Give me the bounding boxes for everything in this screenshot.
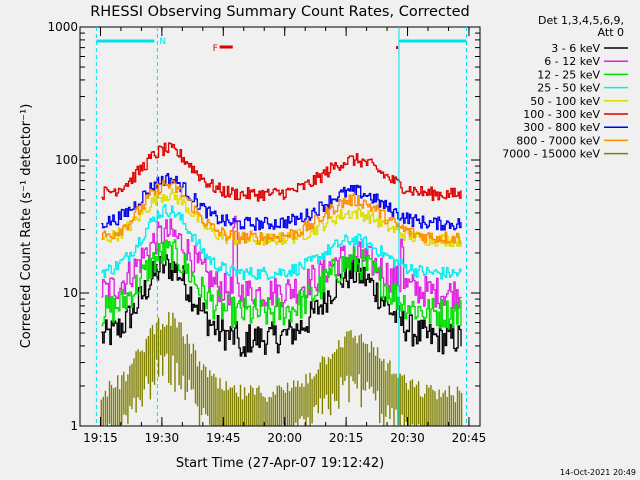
series-line <box>101 204 462 281</box>
x-tick-label: 20:30 <box>390 431 425 445</box>
series-line <box>101 188 462 248</box>
series-7000to15000keV-kev <box>100 312 463 426</box>
y-tick-label: 1 <box>70 419 78 433</box>
night-marker: N <box>159 37 166 47</box>
legend-label: 300 - 800 keV <box>523 121 600 134</box>
x-axis-label: Start Time (27-Apr-07 19:12:42) <box>176 456 384 471</box>
series-line <box>101 215 462 310</box>
legend-label: 50 - 100 keV <box>530 95 600 108</box>
series-line <box>101 239 462 330</box>
series-bars <box>100 312 463 426</box>
series-12to25keV-kev <box>101 239 462 330</box>
legend-label: 7000 - 15000 keV <box>502 148 600 161</box>
y-tick-label: 1000 <box>47 20 78 34</box>
y-tick-label: 100 <box>55 153 78 167</box>
plot-area <box>100 142 463 426</box>
x-tick-label: 19:45 <box>206 431 241 445</box>
y-axis-label: Corrected Count Rate (s⁻¹ detector⁻¹) <box>19 104 34 349</box>
x-tick-label: 20:00 <box>267 431 302 445</box>
series-6to12keV-kev <box>101 215 462 310</box>
y-tick-label: 10 <box>63 286 78 300</box>
timestamp: 14-Oct-2021 20:49 <box>560 468 636 477</box>
x-tick-label: 19:30 <box>145 431 180 445</box>
legend-label: 25 - 50 keV <box>537 82 600 95</box>
chart-title: RHESSI Observing Summary Count Rates, Co… <box>90 4 470 20</box>
series-300to800keV-kev <box>101 173 462 231</box>
series-800to7000keV-kev <box>101 179 462 245</box>
legend-label: 3 - 6 keV <box>551 42 600 55</box>
legend-label: 100 - 300 keV <box>523 108 600 121</box>
flare-dot <box>396 46 399 49</box>
flare-marker: F <box>213 44 218 54</box>
legend-header: Att 0 <box>598 26 624 39</box>
annotations: NF <box>95 27 467 426</box>
series-line <box>101 179 462 245</box>
x-tick-label: 20:45 <box>452 431 487 445</box>
series-line <box>101 173 462 231</box>
plot-frame <box>79 26 481 427</box>
series-50to100keV-kev <box>101 188 462 248</box>
x-tick-label: 19:15 <box>83 431 118 445</box>
legend-label: 800 - 7000 keV <box>516 134 600 147</box>
legend-label: 12 - 25 keV <box>537 68 600 81</box>
series-25to50keV-kev <box>101 204 462 281</box>
axes: 1 10 100 1000 19:15 19:30 19:45 20:00 20:15 20:30… <box>47 20 486 445</box>
x-tick-label: 20:15 <box>329 431 364 445</box>
legend-header: Det 1,3,4,5,6,9, <box>538 14 624 27</box>
series-line <box>101 142 462 202</box>
legend-label: 6 - 12 keV <box>544 55 600 68</box>
series-100to300keV-kev <box>101 142 462 202</box>
